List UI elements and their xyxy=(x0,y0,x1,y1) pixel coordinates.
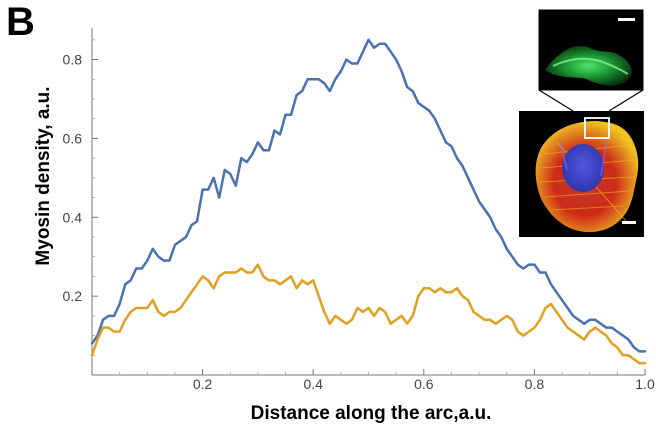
x-ticks: 0.2 0.4 0.6 0.8 1.0 xyxy=(119,369,655,392)
y-tick-label: 0.4 xyxy=(63,209,83,225)
x-tick-label: 0.2 xyxy=(193,376,213,392)
x-tick-label: 1.0 xyxy=(635,376,655,392)
x-tick-label: 0.8 xyxy=(525,376,545,392)
y-tick-label: 0.6 xyxy=(63,130,83,146)
inset-connector-right xyxy=(608,89,644,112)
main-cell-panel xyxy=(519,111,644,237)
y-ticks: 0.2 0.4 0.6 0.8 xyxy=(63,39,98,356)
zoom-scale-bar xyxy=(618,18,635,21)
inset-connector-left xyxy=(538,89,574,112)
zoom-panel xyxy=(538,9,644,91)
series-line-orange xyxy=(90,263,647,365)
x-tick-label: 0.6 xyxy=(414,376,434,392)
y-tick-label: 0.8 xyxy=(63,52,83,68)
plot-area xyxy=(90,38,647,365)
x-axis-label: Distance along the arc,a.u. xyxy=(251,403,492,424)
y-tick-label: 0.2 xyxy=(63,288,83,304)
main-scale-bar xyxy=(622,221,636,224)
roi-box xyxy=(584,117,610,139)
series-line-blue xyxy=(90,38,647,353)
axes: 0.2 0.4 0.6 0.8 1.0 0.2 0.4 0.6 0.8 xyxy=(63,28,655,392)
panel-letter: B xyxy=(6,0,35,44)
cell-image-inset xyxy=(519,9,644,237)
y-axis-label: Myosin density, a.u. xyxy=(33,86,54,265)
x-tick-label: 0.4 xyxy=(303,376,323,392)
